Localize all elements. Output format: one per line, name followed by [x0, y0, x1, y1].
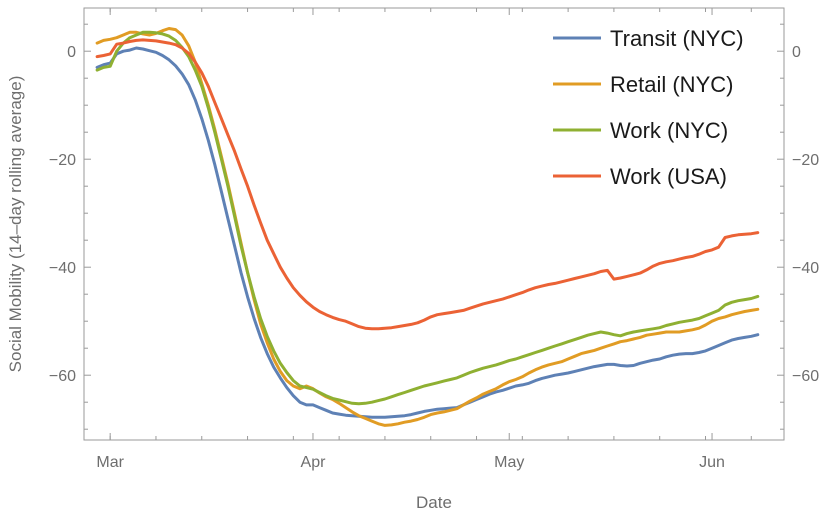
legend-label-retail-nyc: Retail (NYC) — [610, 72, 733, 97]
x-tick-label: May — [494, 454, 524, 471]
y-tick-label-left: −40 — [49, 260, 76, 277]
series-line-work-nyc — [95, 30, 760, 406]
y-tick-label-left: −60 — [49, 368, 76, 385]
x-tick-label: Mar — [96, 454, 124, 471]
y-tick-label-left: 0 — [67, 44, 76, 61]
y-axis-left: 0 −20 −40 −60 — [49, 23, 91, 430]
legend-label-work-usa: Work (USA) — [610, 164, 727, 189]
x-tick-label: Jun — [699, 454, 725, 471]
series-line-work-usa — [95, 38, 760, 331]
series-lines — [95, 27, 760, 427]
series-line-transit-nyc — [95, 46, 760, 419]
y-tick-label-right: −60 — [792, 368, 819, 385]
legend-label-transit-nyc: Transit (NYC) — [610, 26, 744, 51]
legend: Transit (NYC) Retail (NYC) Work (NYC) Work … — [553, 26, 744, 189]
y-axis-right: 0 −20 −40 −60 — [777, 23, 819, 430]
y-tick-label-right: 0 — [792, 44, 801, 61]
legend-label-work-nyc: Work (NYC) — [610, 118, 728, 143]
y-tick-label-left: −20 — [49, 152, 76, 169]
x-axis-title: Date — [416, 493, 452, 512]
x-tick-label: Apr — [301, 454, 327, 471]
x-axis: Mar Apr May Jun — [96, 8, 752, 471]
plot-frame — [83, 7, 785, 441]
y-tick-label-right: −40 — [792, 260, 819, 277]
y-axis-title: Social Mobility (14–day rolling average) — [6, 76, 25, 373]
y-tick-label-right: −20 — [792, 152, 819, 169]
